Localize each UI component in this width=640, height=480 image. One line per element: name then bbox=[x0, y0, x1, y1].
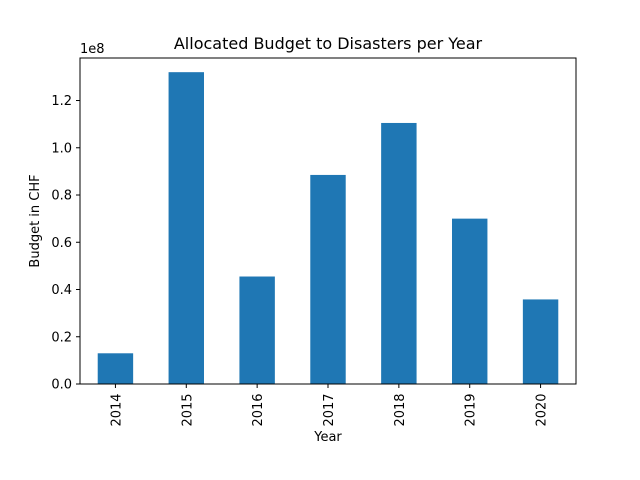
y-tick-label: 0.0 bbox=[51, 378, 72, 393]
bar-2015 bbox=[168, 72, 204, 384]
y-axis-offset-label: 1e8 bbox=[80, 42, 105, 57]
x-tick-label-2019: 2019 bbox=[464, 393, 479, 426]
y-tick-label: 0.2 bbox=[51, 330, 72, 345]
x-tick-label-2016: 2016 bbox=[251, 393, 266, 426]
bars-layer bbox=[97, 72, 559, 384]
bar-2018 bbox=[381, 122, 417, 384]
bar-2016 bbox=[239, 276, 275, 384]
x-axis-label: Year bbox=[313, 430, 342, 445]
x-tick-label-2020: 2020 bbox=[535, 393, 550, 426]
chart-title: Allocated Budget to Disasters per Year bbox=[174, 34, 483, 53]
x-tick-label-2015: 2015 bbox=[180, 393, 195, 426]
bar-2019 bbox=[452, 218, 488, 384]
y-tick-label: 0.8 bbox=[51, 189, 72, 204]
y-tick-label: 0.4 bbox=[51, 283, 72, 298]
bar-2017 bbox=[310, 174, 346, 384]
x-tick-label-2018: 2018 bbox=[393, 393, 408, 426]
x-tick-label-2014: 2014 bbox=[109, 393, 124, 426]
y-tick-label: 1.0 bbox=[51, 141, 72, 156]
y-tick-label: 1.2 bbox=[51, 94, 72, 109]
y-tick-label: 0.6 bbox=[51, 236, 72, 251]
x-tick-label-2017: 2017 bbox=[322, 393, 337, 426]
plot-frame bbox=[79, 57, 577, 385]
y-ticks-layer: 0.0 0.2 0.4 0.6 0.8 1.0 1.2 bbox=[51, 94, 80, 393]
y-axis-label: Budget in CHF bbox=[28, 174, 43, 267]
bar-2014 bbox=[97, 353, 134, 384]
x-ticks-layer: 2014 2015 2016 2017 2018 2019 2020 bbox=[109, 384, 550, 427]
bar-2020 bbox=[522, 299, 559, 384]
